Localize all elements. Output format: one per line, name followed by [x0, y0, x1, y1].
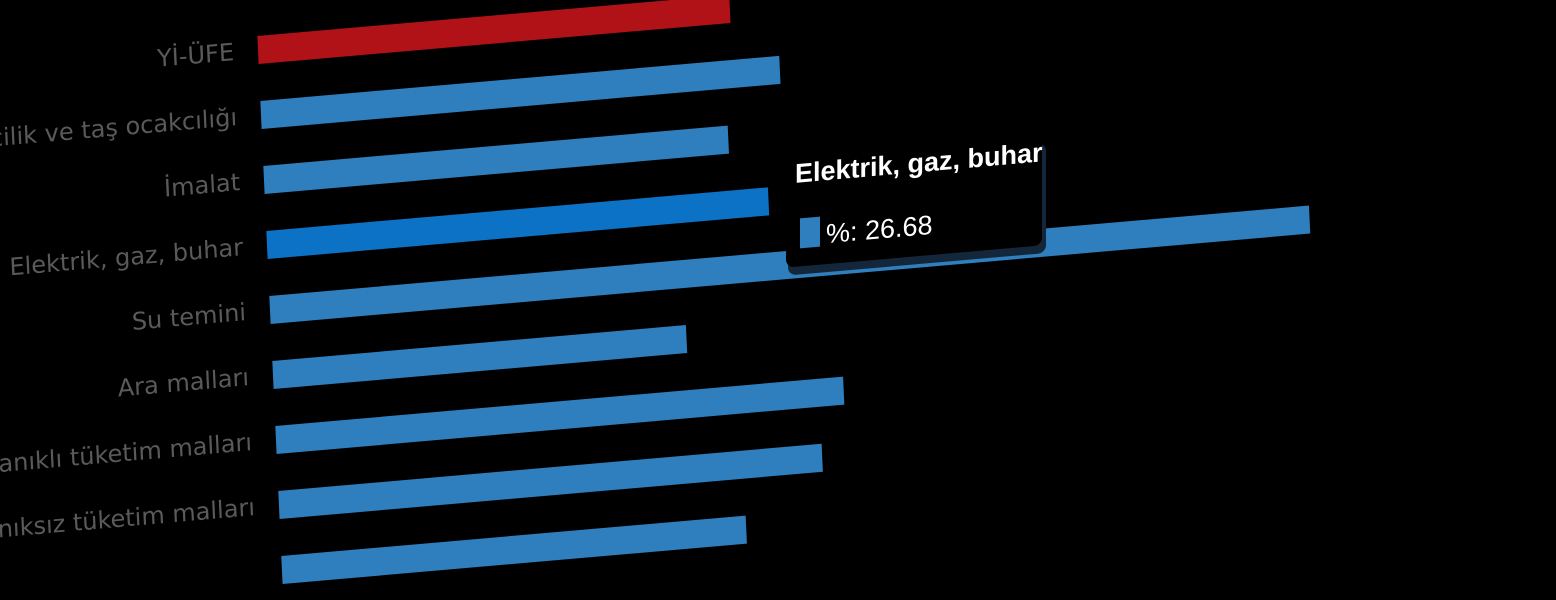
- bar[interactable]: [263, 125, 729, 194]
- bar[interactable]: [257, 0, 731, 64]
- category-label: Su temini: [131, 298, 246, 336]
- bar[interactable]: [272, 325, 688, 389]
- category-label: Madencilik ve taş ocakcılığı: [0, 103, 238, 159]
- bar[interactable]: [266, 187, 770, 259]
- plot-area: Yİ-ÜFE Madencilik ve taş ocakcılığı İmalat…: [0, 0, 1311, 584]
- tooltip-series-swatch: [800, 216, 820, 249]
- bar[interactable]: [281, 515, 747, 584]
- bar[interactable]: [275, 376, 845, 454]
- category-label: İmalat: [163, 167, 240, 203]
- category-label: Dayanıklı tüketim malları: [0, 428, 253, 482]
- bar[interactable]: [260, 55, 781, 129]
- category-label: Dayanıksız tüketim malları: [0, 493, 256, 549]
- tooltip-box: [786, 130, 1042, 267]
- category-label: Yİ-ÜFE: [155, 37, 234, 73]
- category-label: Elektrik, gaz, buhar: [9, 233, 244, 281]
- category-label: Ara malları: [117, 363, 250, 402]
- tooltip: Elektrik, gaz, buhar %: 26.68: [786, 130, 1046, 275]
- bar[interactable]: [278, 443, 823, 519]
